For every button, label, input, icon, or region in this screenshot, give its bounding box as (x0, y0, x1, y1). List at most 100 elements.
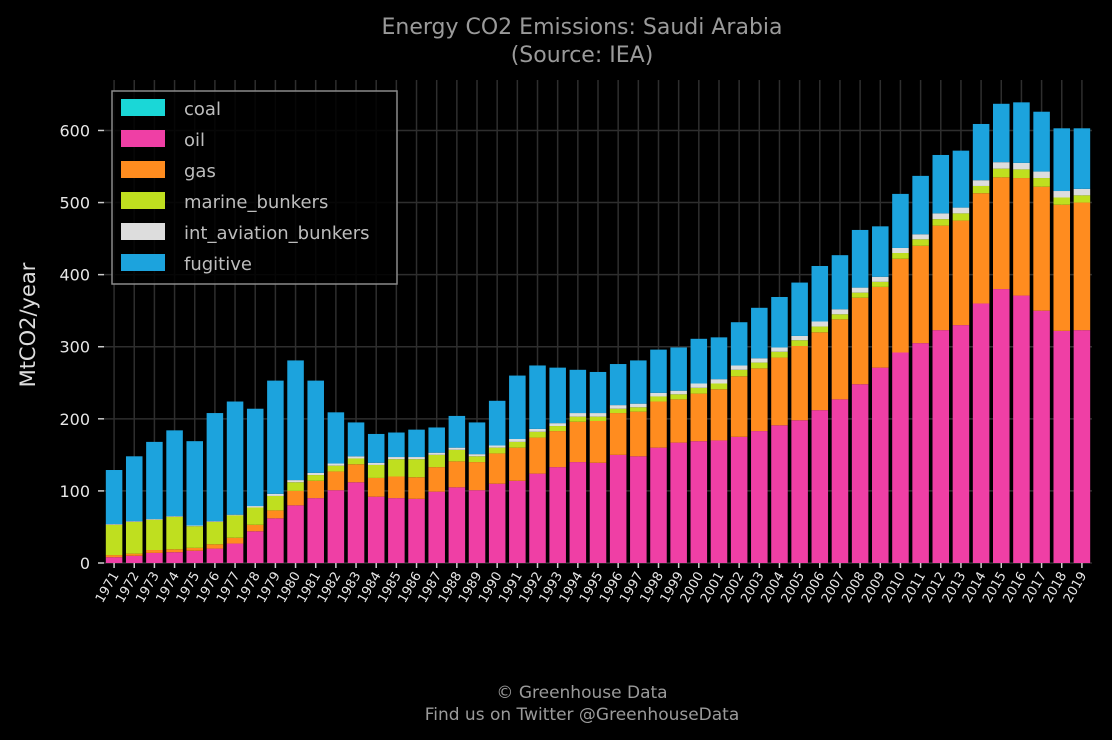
bar-fugitive-1971 (105, 470, 123, 525)
bar-fugitive-1998 (650, 349, 667, 393)
bar-oil-1996 (609, 454, 627, 563)
bar-fugitive-2011 (912, 175, 929, 235)
bar-gas-1985 (388, 476, 405, 499)
bar-marine_bunkers-2002 (730, 369, 748, 377)
bar-gas-2014 (972, 193, 990, 304)
y-tick-label: 400 (59, 266, 90, 285)
bar-oil-2007 (831, 399, 849, 563)
bar-fugitive-2014 (972, 123, 990, 181)
bar-oil-1987 (428, 491, 445, 563)
bar-marine_bunkers-1977 (226, 515, 244, 538)
bar-oil-1986 (408, 498, 425, 563)
legend-label-gas: gas (184, 161, 216, 182)
bar-int_aviation_bunkers-2015 (992, 162, 1010, 169)
bar-oil-1991 (509, 480, 526, 563)
bar-marine_bunkers-2008 (851, 292, 869, 298)
bar-oil-1992 (529, 473, 546, 563)
bar-oil-2014 (972, 303, 990, 563)
bar-marine_bunkers-1991 (509, 441, 526, 448)
bar-marine_bunkers-1989 (468, 456, 486, 463)
bar-gas-2000 (690, 393, 708, 442)
bar-int_aviation_bunkers-1972 (125, 521, 143, 522)
bar-oil-1990 (488, 483, 506, 563)
bar-int_aviation_bunkers-1982 (327, 463, 345, 466)
bar-oil-2004 (771, 425, 788, 563)
bar-oil-2018 (1053, 330, 1071, 563)
bar-fugitive-1990 (488, 400, 506, 446)
bar-gas-2016 (1013, 178, 1030, 296)
bar-int_aviation_bunkers-2010 (892, 247, 909, 254)
bar-fugitive-1999 (670, 347, 687, 391)
bar-int_aviation_bunkers-1994 (569, 413, 587, 417)
bar-gas-2018 (1053, 204, 1071, 331)
bar-oil-1994 (569, 462, 587, 563)
bar-oil-2009 (872, 367, 889, 563)
y-axis-label: MtCO2/year (16, 262, 40, 387)
bar-fugitive-1988 (448, 415, 466, 448)
bar-int_aviation_bunkers-2009 (872, 276, 889, 282)
bar-gas-2019 (1073, 202, 1091, 331)
bar-oil-2003 (751, 431, 768, 563)
bar-fugitive-2005 (791, 282, 808, 336)
bar-marine_bunkers-1984 (367, 464, 385, 478)
y-tick-label: 100 (59, 482, 90, 501)
bar-marine_bunkers-2001 (710, 383, 728, 390)
bar-oil-2011 (912, 343, 929, 563)
bar-oil-2012 (932, 330, 950, 563)
bar-fugitive-1976 (206, 413, 224, 522)
bar-gas-1975 (186, 547, 204, 551)
bar-int_aviation_bunkers-2018 (1053, 191, 1071, 198)
bar-int_aviation_bunkers-2013 (952, 207, 970, 214)
bar-int_aviation_bunkers-2005 (791, 335, 808, 341)
bar-gas-1978 (246, 524, 264, 532)
bar-gas-2008 (851, 297, 869, 385)
bar-marine_bunkers-1972 (125, 521, 143, 554)
bar-int_aviation_bunkers-1984 (367, 462, 385, 465)
bar-marine_bunkers-1975 (186, 526, 204, 548)
bar-oil-2008 (851, 384, 869, 563)
bar-marine_bunkers-1985 (388, 459, 405, 477)
bar-marine_bunkers-1994 (569, 416, 587, 422)
bar-fugitive-2019 (1073, 128, 1091, 189)
bar-marine_bunkers-1999 (670, 394, 687, 400)
bar-int_aviation_bunkers-2007 (831, 309, 849, 315)
bar-marine_bunkers-1978 (246, 507, 264, 525)
bar-int_aviation_bunkers-1989 (468, 454, 486, 457)
bar-fugitive-1983 (347, 422, 365, 457)
bar-oil-1999 (670, 442, 687, 563)
bar-fugitive-1986 (408, 429, 425, 458)
bar-int_aviation_bunkers-1973 (146, 519, 163, 520)
bar-gas-1997 (630, 411, 647, 457)
bar-oil-1977 (226, 543, 244, 563)
bar-gas-2006 (811, 332, 829, 411)
legend-swatch-fugitive (121, 254, 165, 271)
bar-fugitive-2016 (1013, 102, 1030, 163)
bar-fugitive-1997 (630, 360, 647, 404)
bar-oil-2000 (690, 441, 708, 563)
bar-oil-2017 (1033, 310, 1050, 563)
bar-fugitive-1975 (186, 441, 204, 526)
bar-oil-2002 (730, 436, 748, 563)
bar-marine_bunkers-1974 (166, 516, 183, 550)
bar-fugitive-1996 (609, 364, 627, 406)
bar-gas-1984 (367, 477, 385, 497)
legend-swatch-coal (121, 99, 165, 116)
bar-int_aviation_bunkers-1992 (529, 428, 546, 432)
bar-oil-1974 (166, 552, 183, 563)
bar-marine_bunkers-2006 (811, 326, 829, 333)
bar-int_aviation_bunkers-1979 (267, 493, 284, 496)
bar-gas-1981 (307, 480, 324, 499)
bar-gas-1977 (226, 537, 244, 544)
bar-gas-1972 (125, 553, 143, 556)
bar-fugitive-1991 (509, 375, 526, 440)
bar-marine_bunkers-2011 (912, 239, 929, 246)
bar-gas-1995 (589, 420, 607, 463)
bar-marine_bunkers-1973 (146, 519, 163, 551)
bar-oil-1998 (650, 447, 667, 563)
bar-gas-2011 (912, 245, 929, 344)
bar-gas-1976 (206, 544, 224, 549)
bar-int_aviation_bunkers-2019 (1073, 188, 1091, 196)
bar-marine_bunkers-2010 (892, 253, 909, 259)
bar-int_aviation_bunkers-2014 (972, 180, 990, 186)
y-tick-label: 300 (59, 338, 90, 357)
